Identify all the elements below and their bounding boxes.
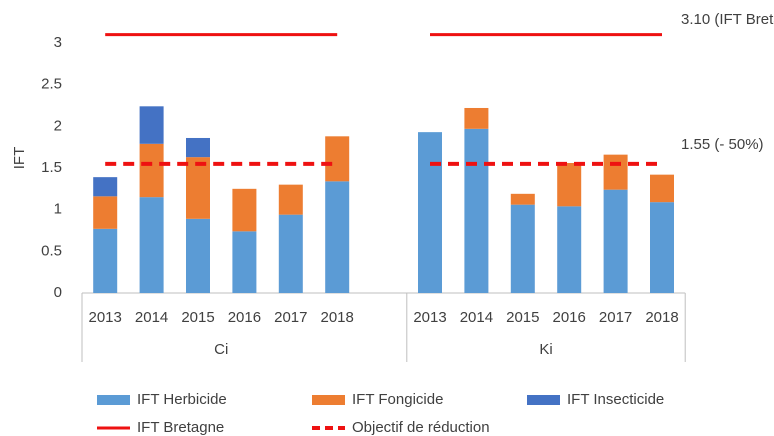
bar-segment bbox=[93, 228, 118, 293]
bar-segment bbox=[278, 214, 303, 293]
bar-segment bbox=[139, 197, 164, 293]
legend-label: IFT Bretagne bbox=[137, 419, 224, 436]
reference-label: 3.10 (IFT Bretagne) bbox=[681, 11, 774, 28]
bar-segment bbox=[603, 189, 628, 293]
legend-label: IFT Herbicide bbox=[137, 391, 227, 408]
bar-segment bbox=[464, 107, 489, 129]
bar-segment bbox=[650, 174, 674, 203]
x-tick-label: 2013 bbox=[413, 309, 446, 326]
bar-segment bbox=[278, 184, 303, 215]
bar-segment bbox=[325, 136, 350, 182]
legend-swatch bbox=[97, 395, 130, 405]
y-tick-label: 2.5 bbox=[41, 76, 62, 93]
bar-segment bbox=[93, 177, 118, 197]
x-tick-label: 2016 bbox=[228, 309, 261, 326]
x-tick-label: 2018 bbox=[321, 309, 354, 326]
bar-segment bbox=[186, 218, 210, 293]
legend-swatch bbox=[312, 395, 345, 405]
bar-segment bbox=[139, 143, 164, 198]
bar-segment bbox=[186, 157, 210, 219]
y-tick-label: 1 bbox=[54, 201, 62, 218]
legend-label: IFT Insecticide bbox=[567, 391, 664, 408]
y-tick-label: 1.5 bbox=[41, 159, 62, 176]
y-axis-label: IFT bbox=[11, 147, 28, 170]
x-tick-label: 2013 bbox=[89, 309, 122, 326]
x-tick-label: 2016 bbox=[553, 309, 586, 326]
x-tick-label: 2017 bbox=[599, 309, 632, 326]
reference-label: 1.55 (- 50%) bbox=[681, 136, 764, 153]
legend-swatch bbox=[527, 395, 560, 405]
x-tick-label: 2014 bbox=[135, 309, 168, 326]
bar-segment bbox=[232, 188, 257, 232]
y-tick-label: 3 bbox=[54, 34, 62, 51]
group-label: Ki bbox=[539, 341, 552, 358]
bar-segment bbox=[603, 154, 628, 190]
y-tick-label: 2 bbox=[54, 117, 62, 134]
bar-segment bbox=[510, 204, 535, 293]
bar-segment bbox=[186, 137, 210, 158]
bar-segment bbox=[232, 231, 257, 293]
group-label: Ci bbox=[214, 341, 228, 358]
x-tick-label: 2018 bbox=[645, 309, 678, 326]
bar-segment bbox=[139, 106, 164, 144]
bar-segment bbox=[93, 196, 118, 229]
legend-label: Objectif de réduction bbox=[352, 419, 490, 436]
y-tick-label: 0 bbox=[54, 284, 62, 301]
bar-segment bbox=[557, 162, 582, 207]
bar-segment bbox=[510, 193, 535, 205]
bar-segment bbox=[325, 181, 350, 293]
x-tick-label: 2017 bbox=[274, 309, 307, 326]
bar-segment bbox=[557, 206, 582, 293]
x-tick-label: 2015 bbox=[506, 309, 539, 326]
bar-segment bbox=[650, 202, 674, 293]
x-tick-label: 2014 bbox=[460, 309, 493, 326]
bar-segment bbox=[464, 128, 489, 293]
legend-label: IFT Fongicide bbox=[352, 391, 443, 408]
x-tick-label: 2015 bbox=[181, 309, 214, 326]
y-tick-label: 0.5 bbox=[41, 242, 62, 259]
bar-segment bbox=[418, 132, 442, 293]
